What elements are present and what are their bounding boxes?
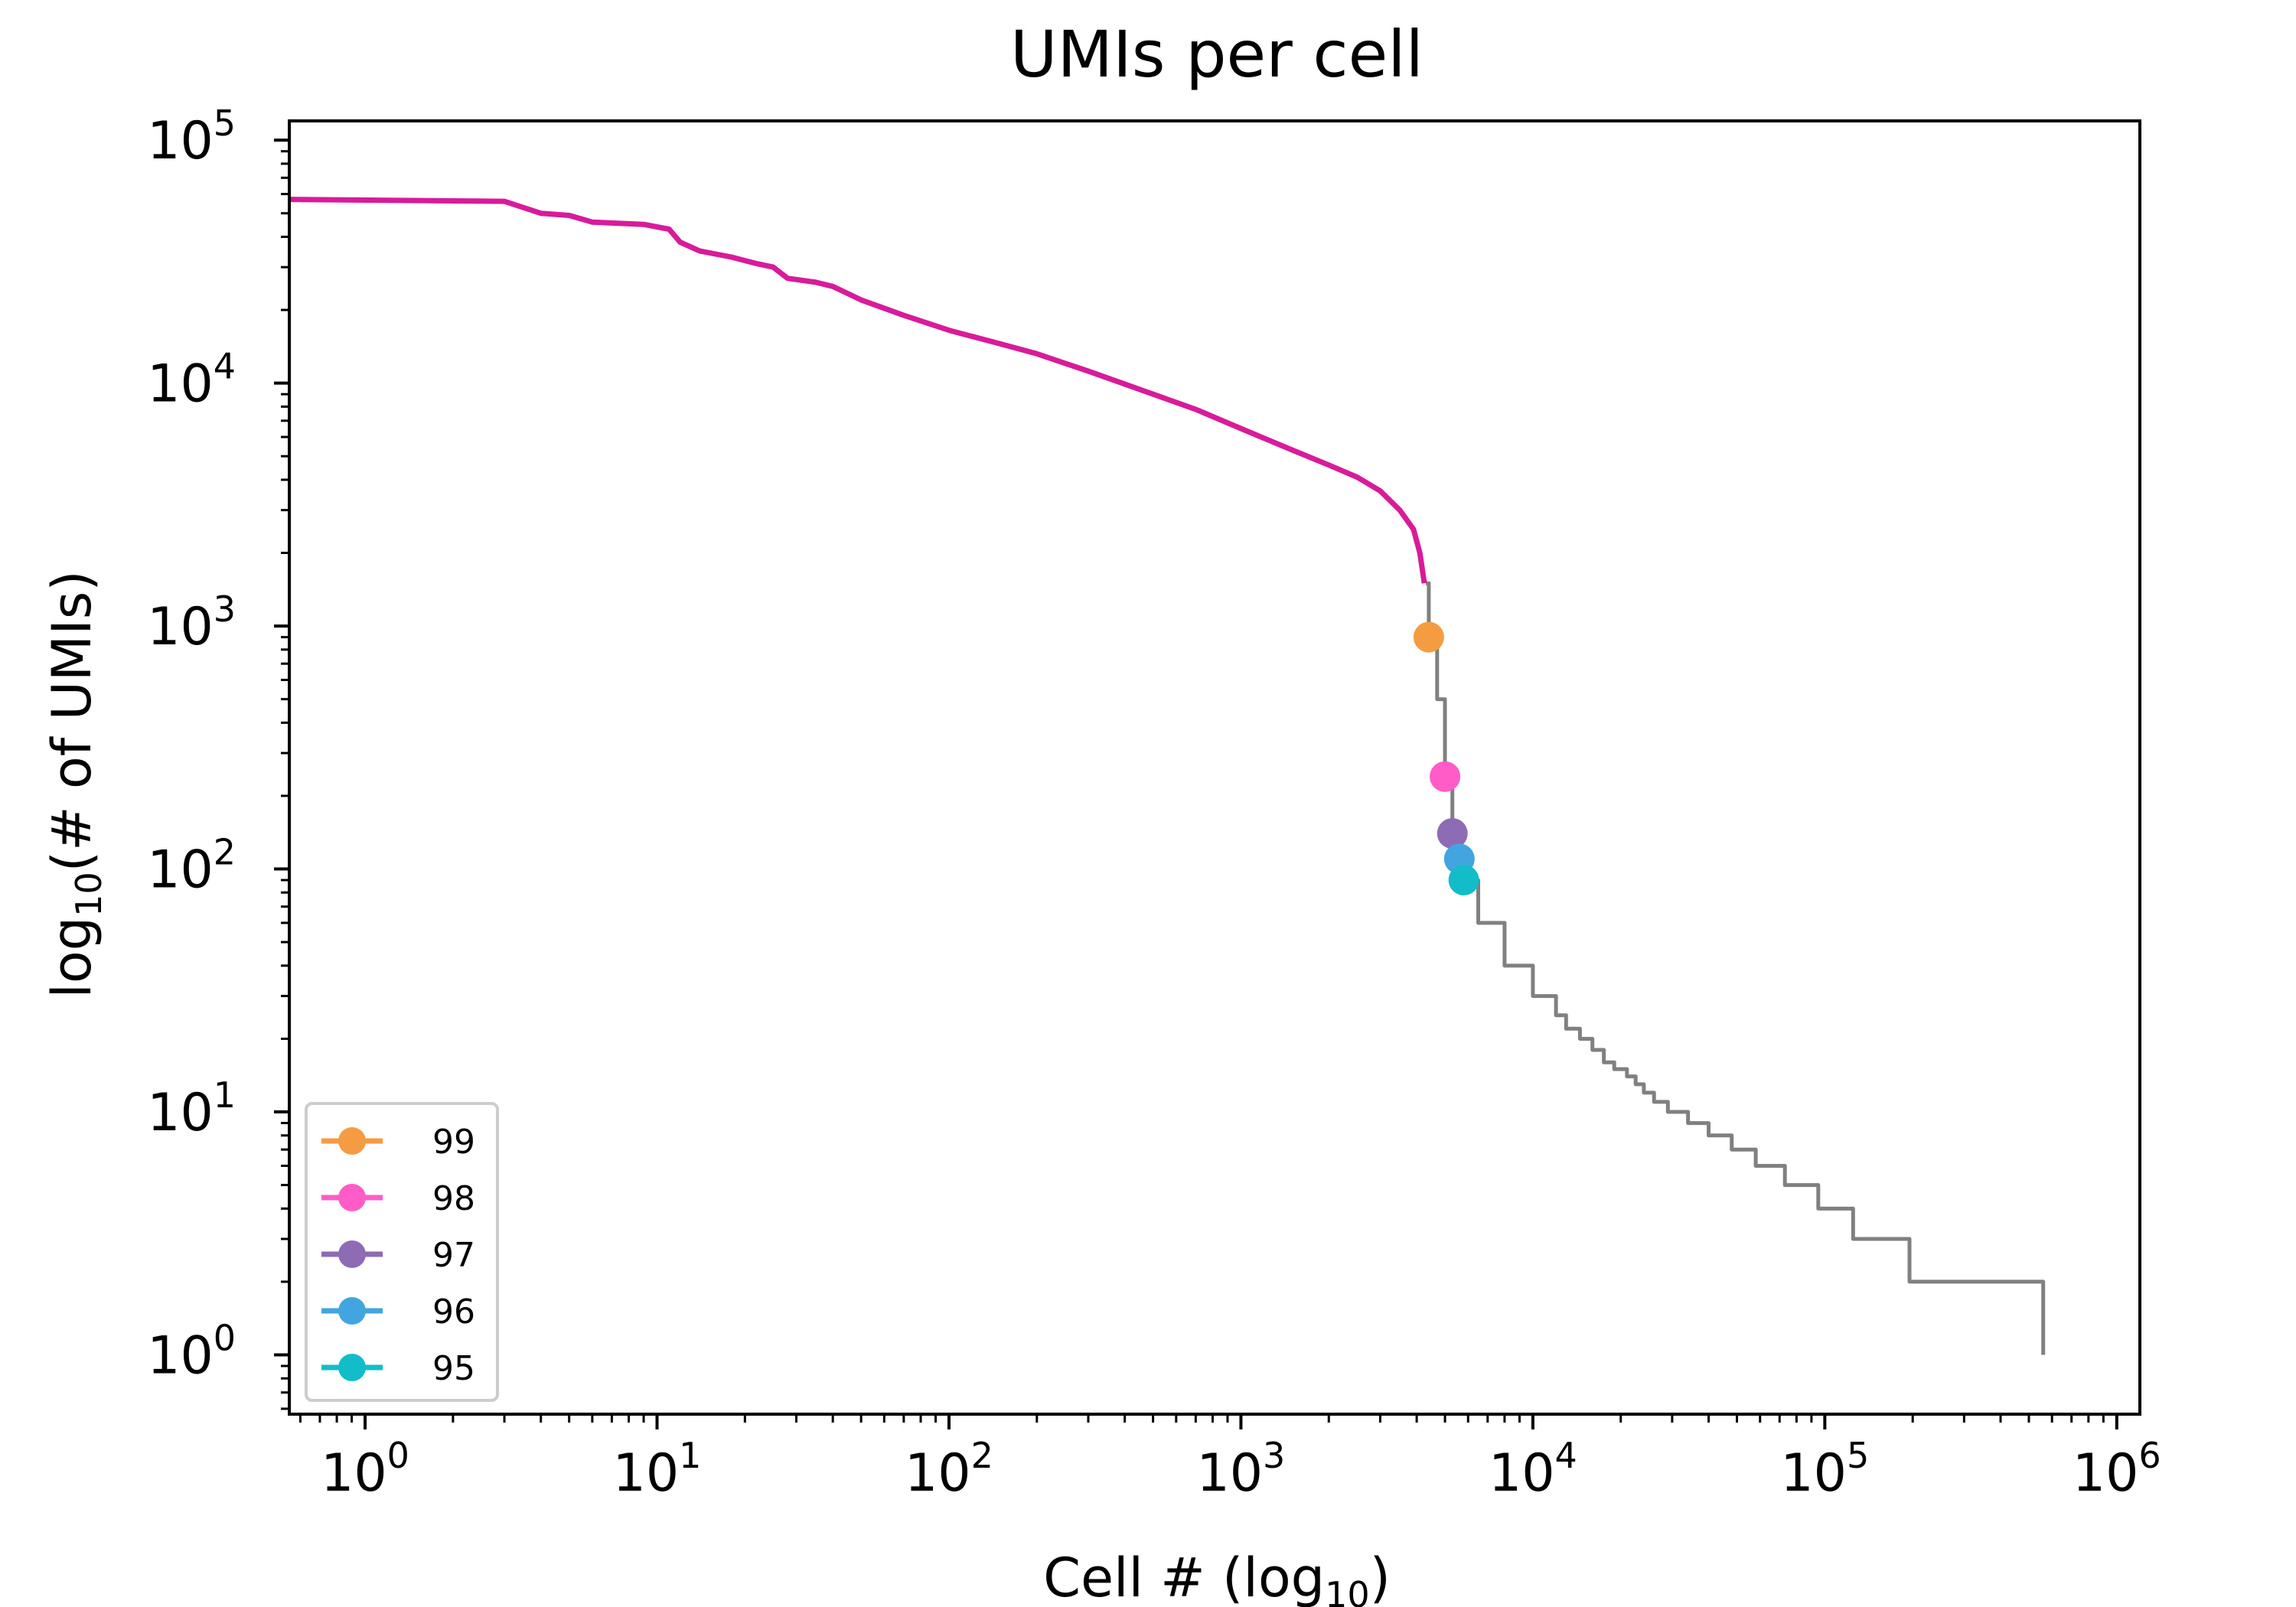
legend: 99 98 97 96 95 xyxy=(305,1102,499,1402)
legend-label: 98 xyxy=(432,1179,475,1218)
legend-marker xyxy=(338,1184,366,1211)
percentile-marker-99 xyxy=(1413,621,1444,653)
chart-title: UMIs per cell xyxy=(1010,17,1424,92)
x-tick-label: 106 xyxy=(2073,1435,2161,1504)
y-tick-label: 100 xyxy=(147,1317,236,1386)
legend-label: 96 xyxy=(432,1292,475,1332)
y-tick-label: 102 xyxy=(147,832,236,901)
x-axis-label: Cell # (log10) xyxy=(1043,1547,1391,1607)
x-tick-label: 100 xyxy=(321,1435,409,1504)
axis-ticks: 100 101 102 103 104 105 106 100 101 102 103 104 105 xyxy=(147,103,2161,1504)
percentile-marker-95 xyxy=(1448,865,1479,896)
legend-marker xyxy=(338,1354,366,1381)
x-tick-label: 104 xyxy=(1489,1435,1577,1504)
y-tick-label: 104 xyxy=(147,346,236,415)
percentile-marker-98 xyxy=(1430,761,1461,792)
plot-series xyxy=(289,197,2046,1355)
legend-label: 97 xyxy=(432,1236,475,1275)
x-tick-label: 103 xyxy=(1197,1435,1286,1504)
plot-frame xyxy=(288,119,2141,1416)
y-tick-label: 105 xyxy=(147,103,236,171)
y-tick-label: 103 xyxy=(147,588,236,657)
x-tick-label: 102 xyxy=(905,1435,993,1504)
legend-label: 99 xyxy=(432,1123,475,1162)
background-series-line xyxy=(1426,581,2046,1355)
legend-marker xyxy=(338,1240,366,1268)
percentile-marker-97 xyxy=(1437,818,1468,849)
legend-label: 95 xyxy=(432,1349,475,1388)
percentile-markers xyxy=(1413,621,1479,896)
legend-marker xyxy=(338,1297,366,1325)
cell-series-line xyxy=(289,197,1427,584)
x-tick-label: 101 xyxy=(613,1435,702,1504)
y-tick-label: 101 xyxy=(147,1074,236,1143)
legend-marker xyxy=(338,1127,366,1155)
legend-box xyxy=(305,1102,499,1402)
x-tick-label: 105 xyxy=(1780,1435,1869,1504)
y-axis-label: log10(# of UMIs) xyxy=(41,570,109,998)
